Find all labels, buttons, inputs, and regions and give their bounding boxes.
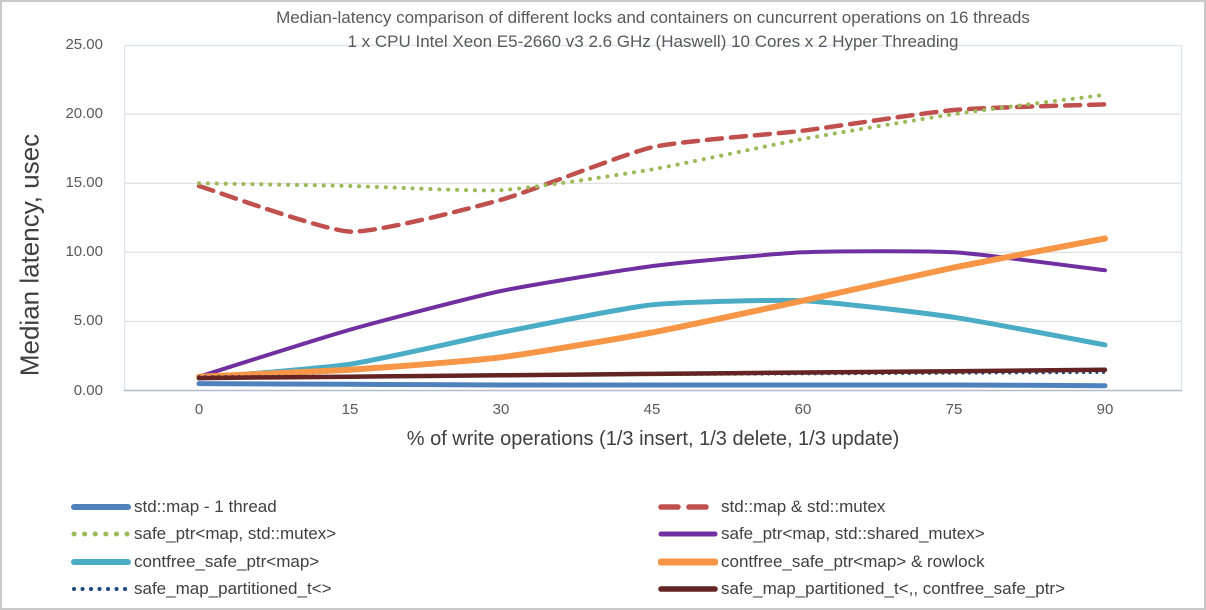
legend-item: safe_ptr<map, std::shared_mutex> xyxy=(658,521,1065,549)
series-line-4 xyxy=(196,297,1108,381)
legend-marker-line xyxy=(71,503,131,510)
legend-marker-line xyxy=(71,558,131,565)
legend-item-label: std::map - 1 thread xyxy=(134,496,277,516)
chart-title: Median-latency comparison of different l… xyxy=(124,6,1182,54)
y-tick-label: 10.00 xyxy=(65,243,103,261)
y-tick-label: 0.00 xyxy=(73,381,103,399)
chart-title-line1: Median-latency comparison of different l… xyxy=(276,8,1030,27)
series-line-2 xyxy=(197,92,1107,193)
x-tick-label: 30 xyxy=(492,401,510,418)
legend-item-label: safe_ptr<map, std::mutex> xyxy=(134,524,337,544)
legend-marker-line xyxy=(658,504,718,510)
legend-item: contfree_safe_ptr<map> xyxy=(71,548,336,576)
legend-marker-line xyxy=(72,587,130,592)
legend-item-label: std::map & std::mutex xyxy=(721,496,886,516)
legend-marker-line xyxy=(658,586,718,592)
legend-item: std::map & std::mutex xyxy=(658,493,1065,521)
x-tick-label: 45 xyxy=(643,401,661,418)
legend-marker-line xyxy=(71,531,131,537)
chart-title-line2: 1 x CPU Intel Xeon E5-2660 v3 2.6 GHz (H… xyxy=(347,32,959,51)
x-tick-label: 75 xyxy=(945,401,963,418)
legend-item-label: safe_ptr<map, std::shared_mutex> xyxy=(721,524,985,544)
legend-marker-line xyxy=(658,531,718,537)
legend-item-label: contfree_safe_ptr<map> & rowlock xyxy=(721,551,985,571)
x-tick-label: 60 xyxy=(794,401,812,418)
x-tick-label: 90 xyxy=(1096,401,1114,418)
y-tick-label: 20.00 xyxy=(65,105,103,123)
y-tick-label: 25.00 xyxy=(65,36,103,53)
legend-item-label: safe_map_partitioned_t<,, contfree_safe_… xyxy=(721,579,1066,599)
legend-item: safe_map_partitioned_t<> xyxy=(71,576,336,604)
series-line-3 xyxy=(197,249,1107,379)
x-tick-label: 15 xyxy=(341,401,359,418)
y-tick-label: 15.00 xyxy=(65,174,103,192)
legend-item: safe_ptr<map, std::mutex> xyxy=(71,521,336,549)
y-tick-label: 5.00 xyxy=(73,312,103,330)
series-line-1 xyxy=(196,102,1108,234)
legend-item-label: safe_map_partitioned_t<> xyxy=(134,579,332,599)
series-line-0 xyxy=(196,381,1108,389)
legend-item: safe_map_partitioned_t<,, contfree_safe_… xyxy=(658,576,1065,604)
x-axis-title: % of write operations (1/3 insert, 1/3 d… xyxy=(406,428,900,450)
legend-item-label: contfree_safe_ptr<map> xyxy=(134,551,320,571)
series-line-5 xyxy=(196,235,1108,380)
legend-item: std::map - 1 thread xyxy=(71,493,336,521)
legend-item: contfree_safe_ptr<map> & rowlock xyxy=(658,548,1065,576)
legend-marker-line xyxy=(658,558,718,566)
series-line-7 xyxy=(196,367,1108,381)
x-tick-label: 0 xyxy=(194,401,204,418)
plot-border xyxy=(123,44,1183,392)
